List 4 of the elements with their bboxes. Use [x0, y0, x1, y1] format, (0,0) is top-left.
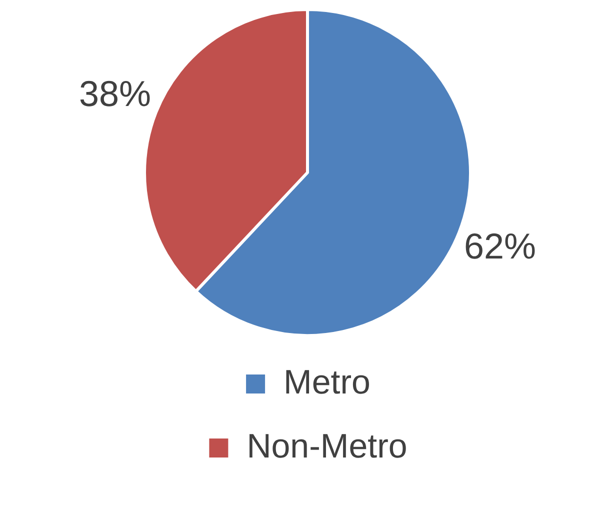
data-label: 38%	[78, 73, 152, 114]
data-label: 62%	[464, 226, 536, 267]
legend-label: Non-Metro	[246, 427, 408, 466]
legend-label: Metro	[284, 363, 370, 402]
